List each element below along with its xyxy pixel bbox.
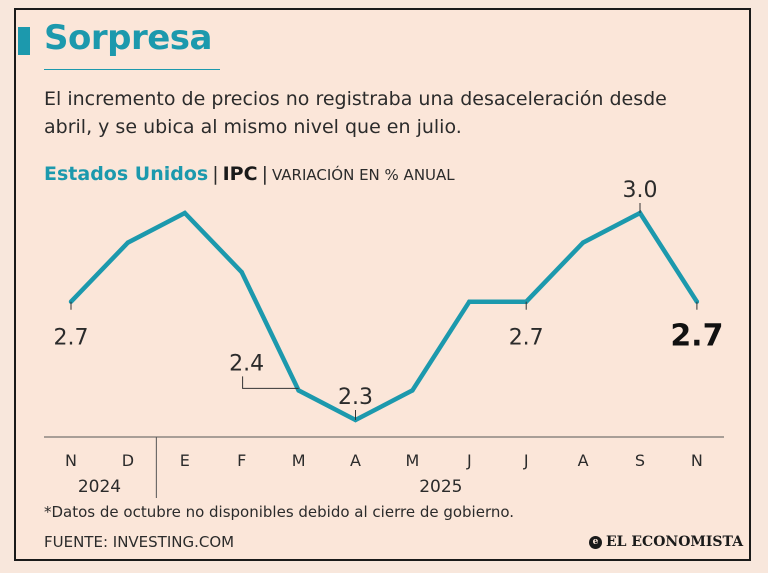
data-point-a-9 <box>580 240 586 245</box>
data-point-e-2 <box>182 210 187 216</box>
footnote: *Datos de octubre no disponibles debido … <box>44 503 515 521</box>
source-credit: FUENTE: INVESTING.COM <box>44 533 235 551</box>
data-point-m-4 <box>296 388 301 393</box>
title-accent-bar <box>18 27 30 55</box>
series-legend: Estados Unidos | IPC | VARIACIÓN EN % ANUAL <box>44 163 455 185</box>
x-tick-label-0: N <box>65 451 77 470</box>
brand-logo: e EL ECONOMISTA <box>589 534 743 550</box>
data-label-10: 3.0 <box>623 178 658 203</box>
year-label-2024: 2024 <box>78 477 121 497</box>
data-point-d-1 <box>125 240 131 245</box>
x-tick-label-8: J <box>523 451 529 470</box>
x-tick-label-9: A <box>578 451 589 470</box>
year-label-2025: 2025 <box>419 477 462 497</box>
x-tick-label-7: J <box>466 451 472 470</box>
chart-subtitle: El incremento de precios no registraba u… <box>44 88 667 138</box>
brand-name: EL ECONOMISTA <box>606 534 744 550</box>
legend-unit: VARIACIÓN EN % ANUAL <box>271 166 455 184</box>
x-tick-label-1: D <box>122 451 134 470</box>
data-label-11: 2.7 <box>670 319 723 354</box>
x-tick-label-11: N <box>691 451 703 470</box>
series-line-ipc <box>69 210 699 423</box>
legend-index: IPC <box>222 163 258 185</box>
data-point-j-7 <box>467 299 472 304</box>
chart-title: Sorpresa <box>44 18 212 58</box>
x-tick-label-10: S <box>635 451 645 470</box>
legend-separator-1: | <box>212 163 219 185</box>
x-tick-label-4: M <box>292 451 306 470</box>
label-leader-1 <box>242 376 299 389</box>
data-label-8: 2.7 <box>509 326 544 351</box>
brand-globe-icon: e <box>589 535 602 549</box>
data-label-4: 2.4 <box>229 351 264 376</box>
x-tick-label-6: M <box>405 451 419 470</box>
data-point-m-6 <box>410 388 415 393</box>
x-tick-label-3: F <box>237 451 246 470</box>
x-tick-label-2: E <box>180 451 190 470</box>
legend-country: Estados Unidos <box>44 163 209 185</box>
data-label-0: 2.7 <box>54 326 89 351</box>
legend-separator-2: | <box>261 163 268 185</box>
title-underline <box>44 69 220 70</box>
chart-frame <box>14 8 751 561</box>
data-point-f-3 <box>239 269 244 275</box>
x-tick-label-5: A <box>350 451 361 470</box>
data-label-5: 2.3 <box>338 385 373 410</box>
